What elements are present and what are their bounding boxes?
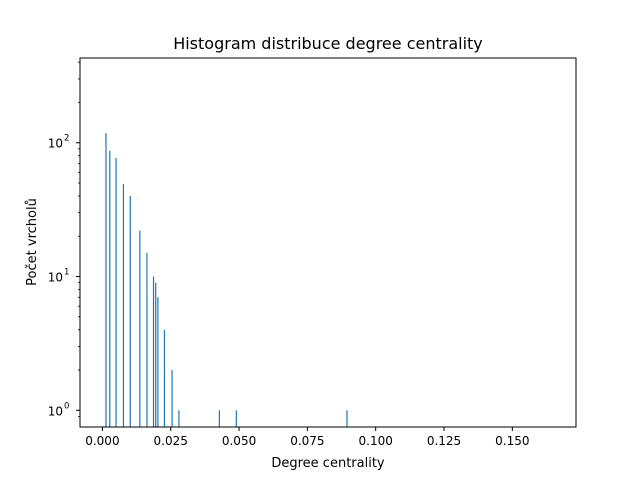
bar xyxy=(109,150,111,427)
y-tick-exponent: 2 xyxy=(64,134,69,144)
bar xyxy=(155,282,157,427)
y-tick-exponent: 0 xyxy=(64,401,69,411)
y-tick-label: 10 xyxy=(48,271,63,285)
bar xyxy=(346,410,348,427)
bars-group xyxy=(105,133,348,427)
bar xyxy=(146,252,148,427)
y-axis-label: Počet vrcholů xyxy=(25,198,40,286)
bar xyxy=(178,410,180,427)
bar xyxy=(139,230,141,427)
x-axis-label: Degree centrality xyxy=(271,456,385,471)
bar xyxy=(122,184,125,427)
bar xyxy=(115,157,117,427)
x-axis-ticks: 0.000 0.025 0.050 0.075 0.100 0.125 0.150 xyxy=(85,427,530,448)
bar xyxy=(235,410,237,427)
y-tick-exponent: 1 xyxy=(64,268,69,278)
bar xyxy=(218,410,220,427)
x-tick-label: 0.000 xyxy=(85,434,119,448)
x-tick-label: 0.150 xyxy=(495,434,529,448)
bar xyxy=(171,370,173,427)
x-tick-label: 0.100 xyxy=(359,434,393,448)
plot-frame xyxy=(79,57,577,428)
bar xyxy=(163,329,166,427)
y-tick-label: 10 xyxy=(48,404,63,418)
bar xyxy=(129,195,131,427)
x-tick-label: 0.125 xyxy=(427,434,461,448)
y-tick-label: 10 xyxy=(48,137,63,151)
bar xyxy=(152,276,155,427)
chart-title: Histogram distribuce degree centrality xyxy=(173,34,483,53)
bar xyxy=(105,133,107,427)
x-tick-label: 0.050 xyxy=(222,434,256,448)
bar xyxy=(157,297,159,427)
x-tick-label: 0.075 xyxy=(290,434,324,448)
x-tick-label: 0.025 xyxy=(154,434,188,448)
